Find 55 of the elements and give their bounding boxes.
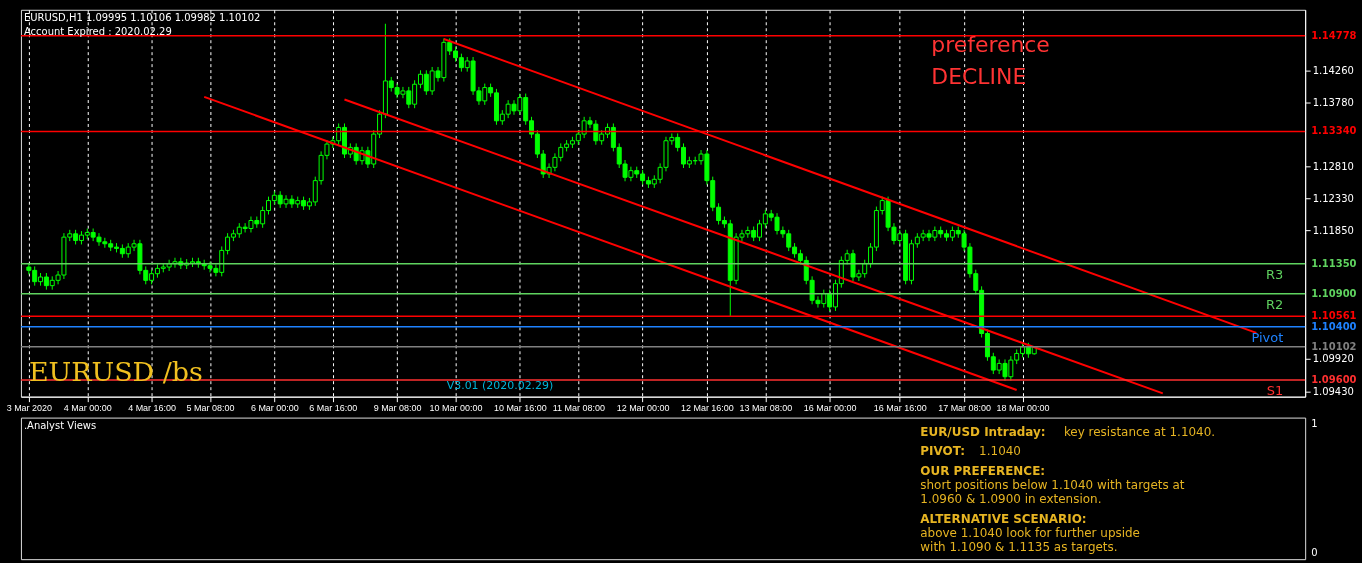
text: .Analyst Views: [23, 419, 97, 431]
ref-line-label: 1.11350: [1311, 257, 1357, 269]
x-tick-label: 17 Mar 08:00: [938, 403, 992, 414]
y-tick-label: 1.14260: [1312, 64, 1354, 76]
chart-title: EURUSD,H1 1.09995 1.10106 1.09982 1.10102: [23, 11, 261, 23]
ref-line-label: 1.10400: [1311, 320, 1357, 332]
annotation: S1: [1266, 383, 1284, 398]
x-tick-label: 6 Mar 16:00: [309, 403, 358, 414]
text: 1: [1311, 417, 1318, 429]
ref-line-label: 1.14778: [1311, 29, 1357, 41]
text: 1.0960 & 1.0900 in extension.: [920, 492, 1102, 507]
text: key resistance at 1.1040.: [1063, 424, 1216, 439]
x-tick-label: 4 Mar 00:00: [63, 403, 112, 414]
y-tick-label: 1.11850: [1312, 224, 1354, 236]
y-tick-label: 1.12810: [1312, 161, 1354, 173]
x-tick-label: 5 Mar 08:00: [186, 403, 235, 414]
annotation: R2: [1265, 296, 1284, 312]
ref-line-label: 1.10102: [1311, 340, 1357, 352]
ref-line-label: 1.09600: [1311, 374, 1357, 386]
ref-line-label: 1.10900: [1311, 287, 1357, 299]
annotation: preference: [931, 31, 1050, 57]
x-tick-label: 13 Mar 08:00: [739, 403, 793, 414]
x-tick-label: 12 Mar 00:00: [616, 403, 670, 414]
x-tick-label: 4 Mar 16:00: [128, 403, 177, 414]
text: 1.1040: [979, 444, 1021, 459]
ref-line-label: 1.10561: [1311, 310, 1357, 322]
x-tick-label: 9 Mar 08:00: [373, 403, 422, 414]
y-tick-label: 1.13780: [1312, 96, 1354, 108]
x-tick-label: 11 Mar 08:00: [552, 403, 605, 414]
text: ALTERNATIVE SCENARIO:: [920, 512, 1087, 527]
annotation: EURUSD /bs: [28, 355, 203, 387]
text: with 1.1090 & 1.1135 as targets.: [920, 540, 1118, 555]
y-tick-label: 1.12330: [1312, 193, 1354, 205]
text: EUR/USD Intraday:: [920, 424, 1046, 439]
x-tick-label: 16 Mar 00:00: [803, 403, 857, 414]
y-tick-label: 1.09920: [1312, 353, 1354, 365]
text: 0: [1311, 547, 1318, 559]
annotation: R3: [1265, 266, 1284, 282]
x-tick-label: 12 Mar 16:00: [680, 403, 734, 414]
y-tick-label: 1.09430: [1312, 385, 1354, 397]
x-tick-label: 10 Mar 00:00: [429, 403, 483, 414]
annotation: V3.01 (2020.02.29): [446, 378, 554, 392]
x-tick-label: 10 Mar 16:00: [493, 403, 547, 414]
text: OUR PREFERENCE:: [920, 464, 1046, 479]
x-tick-label: 16 Mar 16:00: [873, 403, 927, 414]
ref-line-label: 1.13340: [1311, 125, 1357, 137]
text: above 1.1040 look for further upside: [920, 526, 1140, 541]
x-tick-label: 6 Mar 00:00: [250, 403, 299, 414]
text: Account Expired : 2020.02.29: [23, 25, 172, 37]
x-tick-label: 18 Mar 00:00: [996, 403, 1050, 414]
text: PIVOT:: [920, 444, 965, 459]
annotation: Pivot: [1251, 329, 1284, 345]
text: short positions below 1.1040 with targets at: [920, 478, 1185, 493]
annotation: DECLINE: [931, 63, 1027, 89]
x-tick-label: 3 Mar 2020: [6, 403, 53, 414]
